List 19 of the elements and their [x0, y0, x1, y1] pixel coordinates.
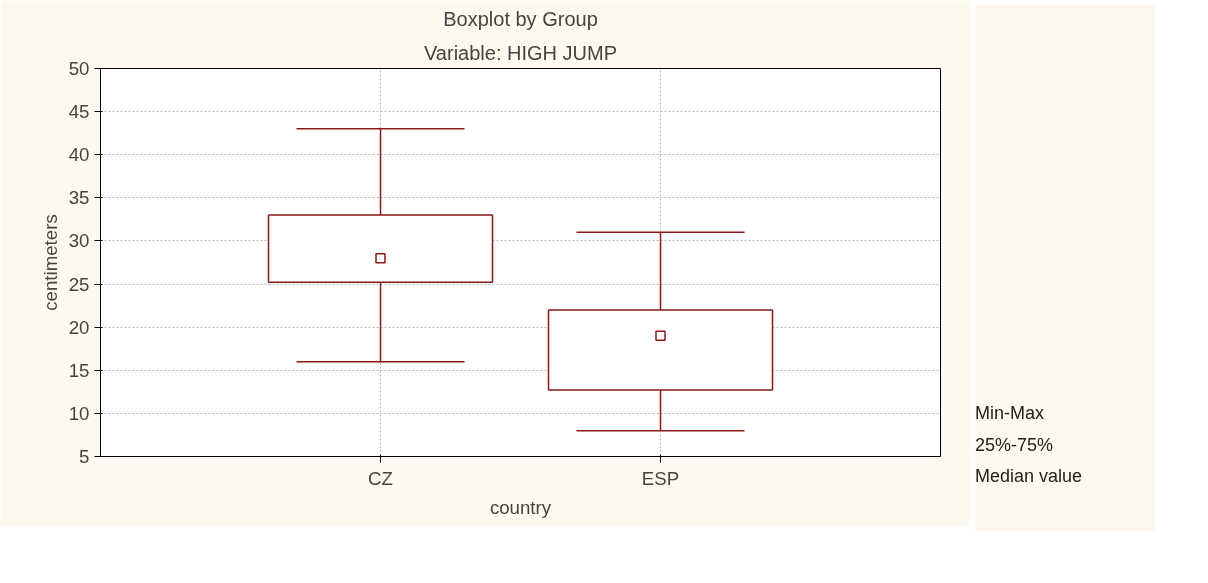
text: Min-Max	[975, 402, 1045, 425]
y-tick-label: 10	[68, 402, 90, 424]
chart-title: Boxplot by Group	[443, 7, 598, 30]
text: Median value	[975, 465, 1084, 489]
x-tick-label: CZ	[368, 467, 393, 489]
text: 25%-75%	[975, 433, 1055, 457]
y-tick-label: 5	[79, 446, 90, 467]
y-tick-label: 30	[68, 230, 90, 252]
y-axis-title: centimeters	[39, 214, 61, 311]
x-tick-label: ESP	[641, 467, 680, 489]
x-axis-title: country	[489, 496, 552, 518]
y-tick-label: 50	[68, 58, 90, 79]
y-tick-label: 25	[68, 273, 90, 295]
y-tick-label: 45	[68, 101, 90, 123]
chart-subtitle: Variable: HIGH JUMP	[424, 41, 618, 64]
y-tick-label: 40	[68, 144, 90, 166]
y-tick-label: 35	[68, 187, 90, 209]
y-tick-label: 15	[68, 359, 90, 381]
y-tick-label: 20	[68, 316, 90, 338]
